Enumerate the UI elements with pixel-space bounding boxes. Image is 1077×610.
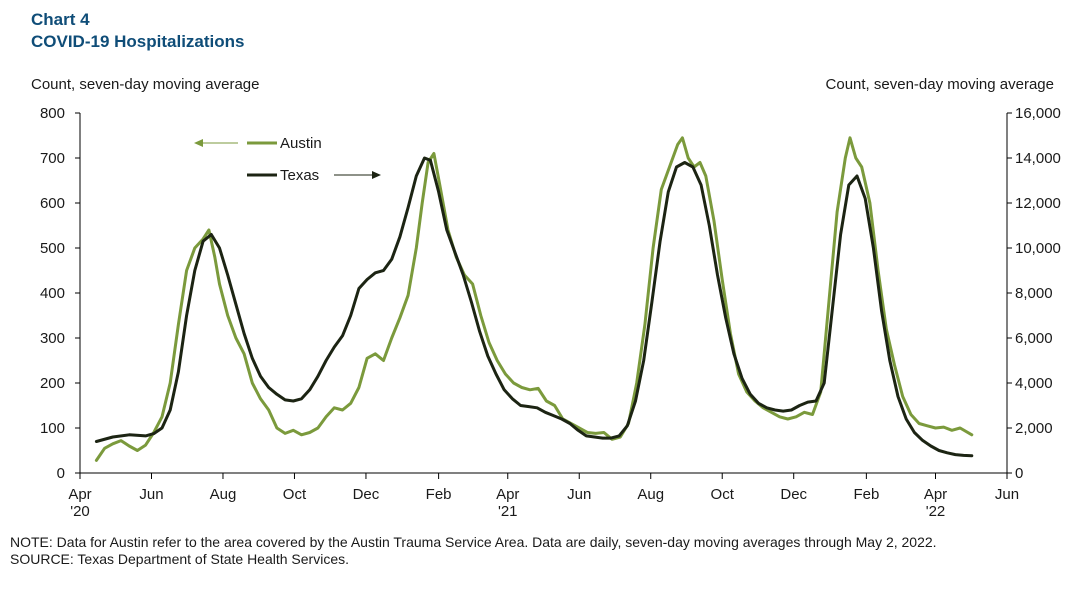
series-line-austin [94,136,974,462]
x-tick-label: Apr [924,486,947,503]
right-axis-caption: Count, seven-day moving average [825,76,1054,93]
x-tick-label: Apr [496,486,519,503]
right-y-tick-label: 10,000 [1015,240,1061,257]
left-axis-caption: Count, seven-day moving average [31,76,260,93]
x-tick-year-label: '21 [498,503,518,520]
legend-arrowhead-austin [194,139,203,147]
x-tick-label: Jun [139,486,163,503]
x-tick-label: Aug [637,486,664,503]
x-tick-label: Aug [210,486,237,503]
source-text: SOURCE: Texas Department of State Health… [10,551,349,567]
left-y-tick-label: 400 [40,285,65,302]
x-tick-label: Dec [780,486,807,503]
chart-axes: 0 100 200 300 400 500 600 700 800 0 2,000 4,000 6,00… [40,105,1061,520]
note-text: NOTE: Data for Austin refer to the area … [10,534,937,550]
right-y-tick-label: 14,000 [1015,150,1061,167]
chart-title: COVID-19 Hospitalizations [31,32,245,51]
left-y-tick-label: 0 [57,465,65,482]
left-y-tick-label: 200 [40,375,65,392]
legend: Austin Texas [194,135,381,184]
chart-number: Chart 4 [31,10,90,29]
left-y-tick-label: 300 [40,330,65,347]
left-y-tick-label: 700 [40,150,65,167]
line-chart: 0 100 200 300 400 500 600 700 800 0 2,000 4,000 6,00… [40,105,1061,520]
right-y-tick-label: 2,000 [1015,420,1053,437]
left-y-tick-label: 800 [40,105,65,122]
legend-label-austin: Austin [280,135,322,152]
left-y-tick-label: 100 [40,420,65,437]
x-tick-label: Apr [68,486,91,503]
x-tick-year-label: '20 [70,503,90,520]
x-tick-year-label: '22 [926,503,946,520]
legend-arrowhead-texas [372,171,381,179]
x-tick-label: Feb [426,486,452,503]
legend-label-texas: Texas [280,167,319,184]
x-tick-label: Jun [567,486,591,503]
x-tick-label: Dec [353,486,380,503]
right-y-tick-label: 6,000 [1015,330,1053,347]
x-tick-label: Feb [853,486,879,503]
left-y-tick-label: 500 [40,240,65,257]
series-line-texas [94,156,974,458]
right-y-tick-label: 16,000 [1015,105,1061,122]
right-y-tick-label: 0 [1015,465,1023,482]
x-tick-label: Oct [283,486,307,503]
series-layer [94,136,974,462]
x-tick-label: Jun [995,486,1019,503]
chart-notes: NOTE: Data for Austin refer to the area … [10,534,1055,568]
right-y-tick-label: 8,000 [1015,285,1053,302]
right-y-tick-label: 12,000 [1015,195,1061,212]
left-y-tick-label: 600 [40,195,65,212]
chart-title-block: Chart 4 COVID-19 Hospitalizations [31,9,244,53]
x-tick-label: Oct [711,486,735,503]
right-y-tick-label: 4,000 [1015,375,1053,392]
